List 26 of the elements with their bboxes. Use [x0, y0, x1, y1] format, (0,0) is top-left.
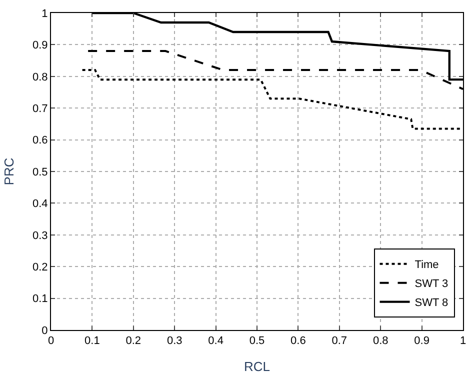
x-tick-label: 0.8 [372, 335, 388, 348]
y-tick-label: 0.8 [32, 71, 48, 84]
legend-label: SWT 3 [414, 278, 448, 290]
x-tick-label: 0.5 [249, 335, 265, 348]
x-tick-label: 0.7 [332, 335, 348, 348]
x-tick-label: 0.2 [126, 335, 142, 348]
x-tick-label: 0.1 [84, 335, 100, 348]
y-tick-label: 0.6 [32, 134, 48, 147]
legend-label: Time [414, 259, 439, 272]
y-tick-label: 0.4 [32, 198, 48, 210]
y-axis-title: PRC [1, 158, 16, 186]
y-tick-label: 0.1 [32, 293, 48, 306]
y-tick-label: 0.9 [32, 40, 48, 52]
x-tick-label: 0.9 [414, 335, 430, 348]
legend-label: SWT 8 [414, 297, 448, 310]
y-tick-label: 0.3 [32, 230, 48, 242]
x-tick-label: 0.3 [166, 335, 182, 348]
y-tick-label: 0.7 [32, 102, 48, 115]
y-tick-label: 0 [42, 324, 48, 337]
y-tick-label: 0.5 [32, 166, 48, 178]
x-tick-label: 0.6 [290, 335, 306, 348]
y-tick-label: 0.2 [32, 261, 48, 274]
x-axis-title: RCL [244, 358, 270, 374]
x-tick-label: 0.4 [208, 335, 224, 348]
x-tick-label: 1 [460, 335, 466, 348]
y-tick-label: 1 [42, 8, 48, 20]
